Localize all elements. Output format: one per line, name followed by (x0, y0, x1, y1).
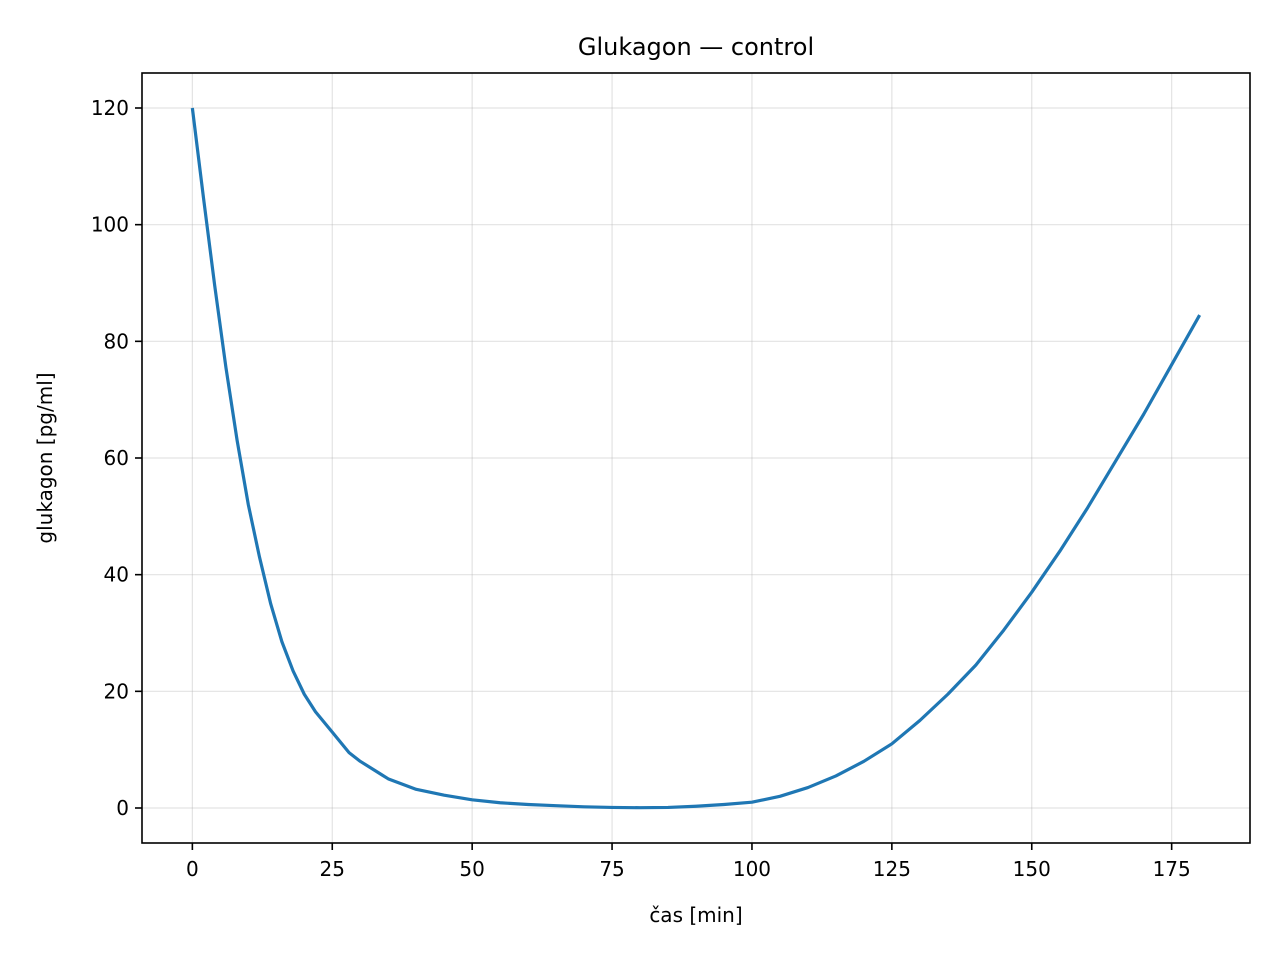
chart-title: Glukagon — control (578, 33, 814, 61)
x-tick-label: 0 (186, 857, 199, 881)
y-tick-label: 100 (91, 213, 129, 237)
x-tick-label: 125 (873, 857, 911, 881)
plot-area (190, 107, 1202, 810)
x-tick-label: 150 (1013, 857, 1051, 881)
y-tick-label: 40 (104, 563, 129, 587)
y-tick-label: 0 (116, 796, 129, 820)
x-tick-label: 75 (599, 857, 624, 881)
grid (142, 73, 1250, 843)
y-tick-label: 80 (104, 329, 129, 353)
x-axis: 0 25 50 75 100 125 150 175 (186, 843, 1191, 881)
y-tick-label: 60 (104, 446, 129, 470)
x-axis-label: čas [min] (649, 903, 742, 927)
y-tick-label: 20 (104, 679, 129, 703)
series-line (190, 107, 1202, 810)
y-axis-label: glukagon [pg/ml] (33, 372, 57, 543)
x-tick-label: 100 (733, 857, 771, 881)
x-tick-label: 175 (1153, 857, 1191, 881)
y-tick-label: 120 (91, 96, 129, 120)
y-axis: 0 20 40 60 80 100 120 (91, 96, 142, 820)
x-tick-label: 25 (320, 857, 345, 881)
x-tick-label: 50 (459, 857, 484, 881)
